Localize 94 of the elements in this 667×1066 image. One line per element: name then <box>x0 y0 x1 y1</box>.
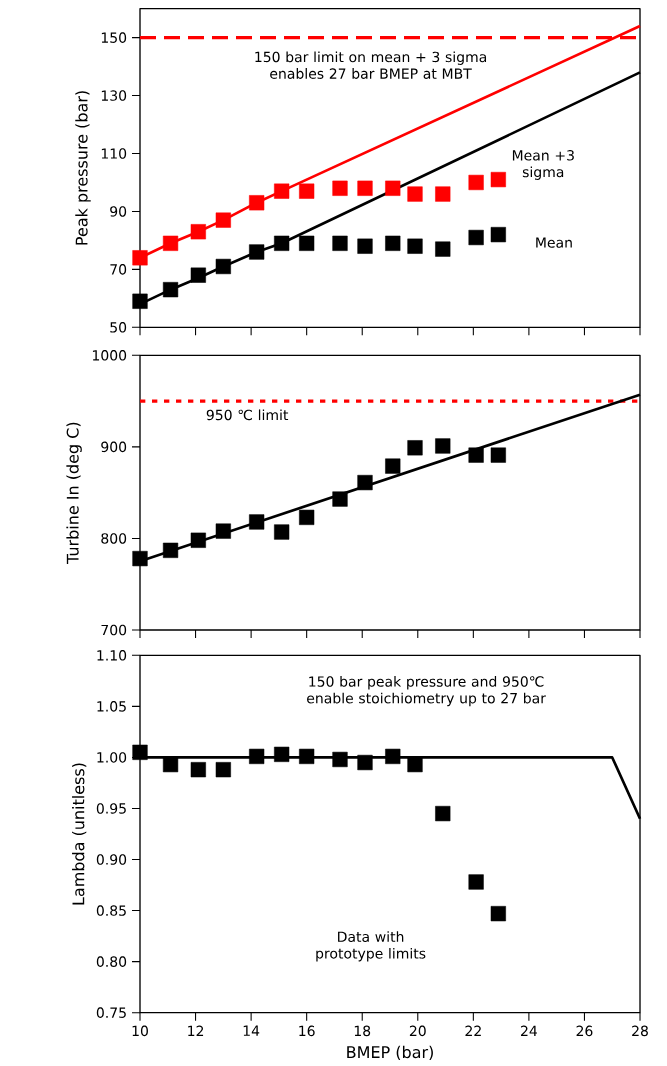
point <box>385 180 401 196</box>
point <box>357 754 373 771</box>
y-tick-label: 0.90 <box>96 854 127 865</box>
y-tick-label: 0.85 <box>96 905 126 916</box>
x-axis-title: BMEP (bar) <box>347 1045 433 1061</box>
point <box>332 180 348 196</box>
point <box>435 438 451 454</box>
y-axis-title: Turbine In (deg C) <box>66 422 82 564</box>
point <box>215 212 231 228</box>
point <box>249 195 265 211</box>
point <box>215 523 231 539</box>
point <box>490 227 506 243</box>
point <box>357 474 373 491</box>
series-label: Mean +3 sigma <box>512 150 574 180</box>
y-tick-label: 1.10 <box>97 650 127 661</box>
y-tick-label: 1000 <box>92 350 127 361</box>
point <box>468 447 484 463</box>
y-tick-label: 700 <box>101 624 127 636</box>
point <box>162 235 179 251</box>
x-tick-label: 10 <box>132 1025 148 1037</box>
point <box>249 244 265 260</box>
point <box>435 805 451 822</box>
point <box>435 241 451 257</box>
point <box>407 756 423 773</box>
x-tick-label: 24 <box>521 1025 537 1036</box>
x-tick-label: 20 <box>409 1025 426 1037</box>
y-tick-label: 90 <box>110 206 127 217</box>
point <box>385 458 401 474</box>
x-tick-label: 16 <box>299 1025 315 1037</box>
point <box>468 229 484 246</box>
point <box>299 183 315 199</box>
y-tick-label: 1.05 <box>97 701 126 712</box>
point <box>190 267 206 283</box>
y-tick-label: 1.00 <box>97 752 127 763</box>
x-tick-label: 22 <box>465 1025 481 1036</box>
ref-line-label: 150 bar limit on mean + 3 sigma enables 27 bar BMEP at MBT <box>255 51 487 79</box>
point <box>490 447 506 463</box>
x-tick-label: 28 <box>632 1025 648 1037</box>
annotation: Data with prototype limits <box>316 931 426 962</box>
point <box>215 762 231 778</box>
y-axis-title: Lambda (unitless) <box>72 763 87 905</box>
y-tick-label: 110 <box>101 148 127 159</box>
point <box>490 906 506 922</box>
point <box>162 282 179 298</box>
y-tick-label: 900 <box>101 441 127 453</box>
point <box>435 186 451 202</box>
point <box>249 514 265 530</box>
point <box>332 491 348 507</box>
point <box>249 748 265 765</box>
y-tick-label: 150 <box>101 32 127 43</box>
point <box>407 440 423 456</box>
point <box>132 250 148 266</box>
point <box>132 550 148 567</box>
point <box>162 756 179 773</box>
point <box>468 174 484 191</box>
x-tick-label: 18 <box>354 1025 371 1037</box>
y-tick-label: 130 <box>101 90 127 101</box>
point <box>190 224 206 240</box>
point <box>357 180 373 196</box>
point <box>299 235 315 251</box>
y-tick-label: 0.80 <box>96 956 127 967</box>
y-axis-title: Peak pressure (bar) <box>75 91 91 245</box>
point <box>190 762 206 778</box>
point <box>332 235 348 251</box>
y-tick-label: 70 <box>110 264 127 275</box>
x-tick-label: 26 <box>576 1025 593 1037</box>
ref-line-label: 950 ℃ limit <box>206 409 289 421</box>
y-tick-label: 0.75 <box>96 1007 126 1018</box>
point <box>274 524 290 540</box>
point <box>215 258 231 275</box>
point <box>132 293 148 309</box>
point <box>132 744 148 760</box>
annotation: 150 bar peak pressure and 950℃ enable stoichiometry up to 27 bar <box>307 675 546 707</box>
point <box>357 238 373 254</box>
point <box>468 874 484 890</box>
point <box>299 509 315 525</box>
point <box>385 748 401 765</box>
point <box>332 751 348 768</box>
point <box>190 532 206 548</box>
x-tick-label: 14 <box>243 1025 260 1036</box>
point <box>274 746 290 762</box>
point <box>407 186 423 202</box>
x-tick-label: 12 <box>188 1025 204 1036</box>
point <box>274 235 290 251</box>
y-tick-label: 50 <box>110 322 127 333</box>
y-tick-label: 800 <box>101 533 127 544</box>
point <box>385 235 401 251</box>
point <box>299 748 315 765</box>
point <box>490 171 506 188</box>
text: Mean <box>536 237 572 248</box>
point <box>274 183 290 199</box>
y-tick-label: 0.95 <box>96 803 126 814</box>
point <box>407 238 423 254</box>
point <box>162 542 179 558</box>
